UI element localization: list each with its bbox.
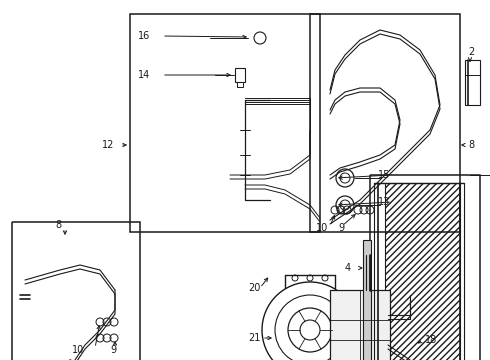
Text: 20: 20 <box>248 283 260 293</box>
Text: 2: 2 <box>468 47 474 57</box>
Text: 8: 8 <box>468 140 474 150</box>
Text: 14: 14 <box>138 70 150 80</box>
Text: 10: 10 <box>316 223 328 233</box>
Bar <box>310 14 460 232</box>
Text: 4: 4 <box>345 263 351 273</box>
Text: 13: 13 <box>378 197 390 207</box>
Bar <box>130 14 320 232</box>
Bar <box>363 240 371 360</box>
Text: 15: 15 <box>378 170 390 180</box>
Bar <box>385 183 460 360</box>
Bar <box>12 222 140 360</box>
Bar <box>237 82 243 87</box>
Text: 16: 16 <box>138 31 150 41</box>
Text: 8: 8 <box>55 220 61 230</box>
Bar <box>235 68 245 82</box>
Bar <box>330 290 390 360</box>
Text: 9: 9 <box>338 223 344 233</box>
Text: 9: 9 <box>110 345 116 355</box>
Text: 10: 10 <box>72 345 84 355</box>
Text: 12: 12 <box>102 140 114 150</box>
Text: 21: 21 <box>248 333 260 343</box>
Bar <box>370 175 480 360</box>
Text: 18: 18 <box>425 335 437 345</box>
